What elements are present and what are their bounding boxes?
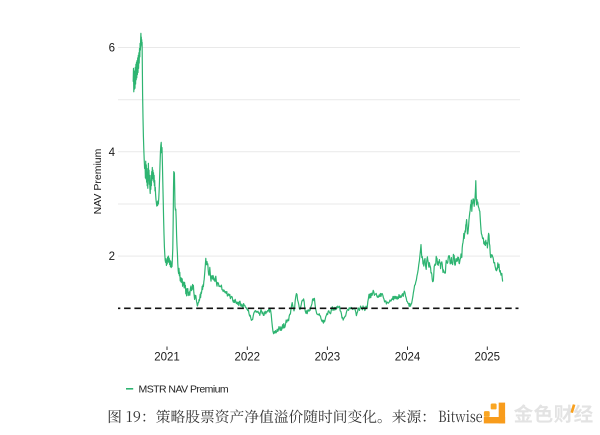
svg-text:MSTR NAV Premium: MSTR NAV Premium	[139, 384, 229, 396]
svg-text:2: 2	[109, 251, 115, 263]
svg-text:2025: 2025	[475, 352, 501, 364]
svg-text:2023: 2023	[315, 352, 341, 364]
svg-text:4: 4	[109, 147, 116, 159]
svg-text:2021: 2021	[154, 352, 180, 364]
svg-text:2022: 2022	[235, 352, 261, 364]
svg-text:2024: 2024	[395, 352, 421, 364]
svg-text:NAV Premium: NAV Premium	[92, 148, 104, 214]
svg-text:6: 6	[109, 43, 115, 55]
